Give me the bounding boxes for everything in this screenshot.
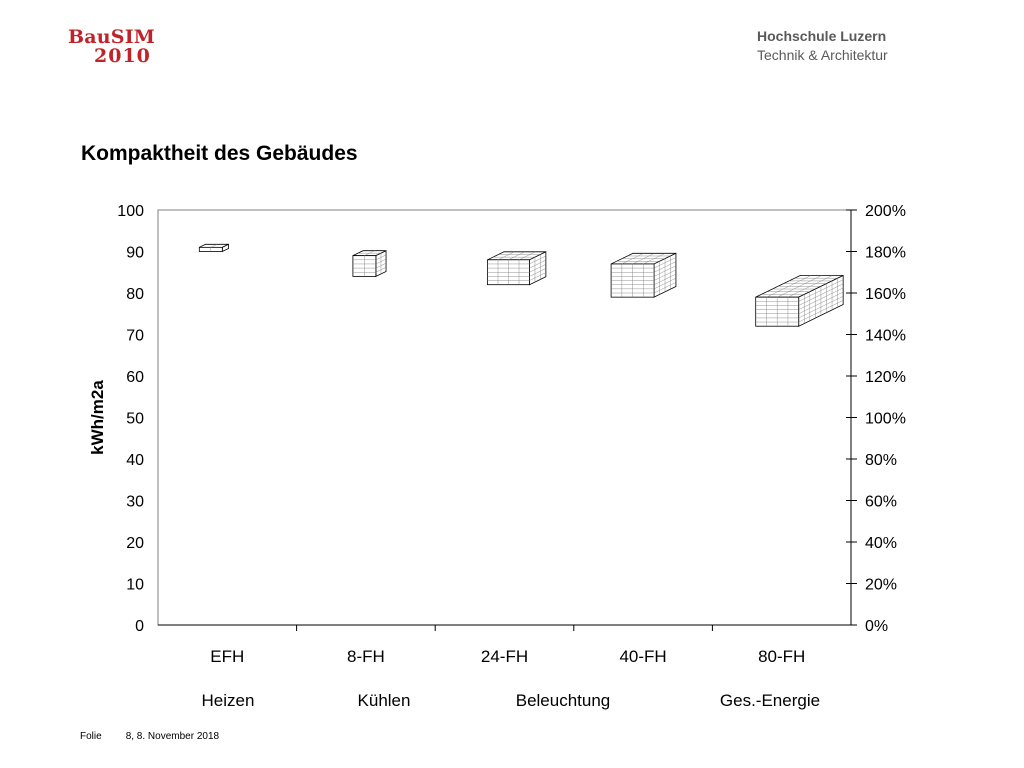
institution-sub: Technik & Architektur xyxy=(757,47,888,63)
building-icon-80-fh xyxy=(755,274,844,327)
y-tick-label: 10 xyxy=(126,577,144,594)
y2-tick-label: 40% xyxy=(865,535,897,552)
y-tick-label: 0 xyxy=(135,618,144,635)
y-tick-label: 90 xyxy=(126,245,144,262)
x-tick-label: 24-FH xyxy=(481,647,528,666)
y-tick-label: 30 xyxy=(126,494,144,511)
page-title: Kompaktheit des Gebäudes xyxy=(81,142,358,165)
y2-tick-label: 200% xyxy=(865,203,906,220)
y-tick-label: 80 xyxy=(126,286,144,303)
y-tick-label: 20 xyxy=(126,535,144,552)
y2-tick-label: 60% xyxy=(865,494,897,511)
y2-tick-label: 0% xyxy=(865,618,888,635)
x-tick-label: 8-FH xyxy=(347,647,385,666)
y2-tick-label: 80% xyxy=(865,452,897,469)
legend-entry: Heizen xyxy=(202,691,255,710)
y-tick-label: 40 xyxy=(126,452,144,469)
y2-tick-label: 20% xyxy=(865,577,897,594)
logo-year: 2010 xyxy=(94,45,151,67)
footer-folie-label: Folie xyxy=(80,731,102,742)
y2-tick-label: 180% xyxy=(865,245,906,262)
y-tick-label: 70 xyxy=(126,328,144,345)
building-icon-24-fh xyxy=(487,251,547,286)
building-icon-8-fh xyxy=(352,250,387,278)
y2-tick-label: 160% xyxy=(865,286,906,303)
x-tick-label: EFH xyxy=(210,647,244,666)
institution-name: Hochschule Luzern xyxy=(757,28,887,44)
y2-tick-label: 100% xyxy=(865,411,906,428)
legend-entry: Beleuchtung xyxy=(516,691,611,710)
legend-entry: Kühlen xyxy=(358,691,411,710)
y-tick-label: 50 xyxy=(126,411,144,428)
x-tick-label: 40-FH xyxy=(619,647,666,666)
y-tick-label: 100 xyxy=(117,203,144,220)
y-tick-label: 60 xyxy=(126,369,144,386)
y2-tick-label: 140% xyxy=(865,328,906,345)
y-axis-title: kWh/m2a xyxy=(88,380,107,455)
logo-text: BauSIM xyxy=(68,26,156,48)
institution-block: Hochschule Luzern Technik & Architektur xyxy=(757,27,888,65)
y2-tick-label: 120% xyxy=(865,369,906,386)
footer-slide-info: 8, 8. November 2018 xyxy=(125,731,220,742)
x-tick-label: 80-FH xyxy=(758,647,805,666)
legend-entry: Ges.-Energie xyxy=(720,691,820,710)
building-icon-efh xyxy=(198,243,229,253)
footer: Folie 8, 8. November 2018 xyxy=(80,731,243,742)
building-icon-40-fh xyxy=(610,252,677,298)
bausim-logo: BauSIM 2010 xyxy=(68,28,155,66)
